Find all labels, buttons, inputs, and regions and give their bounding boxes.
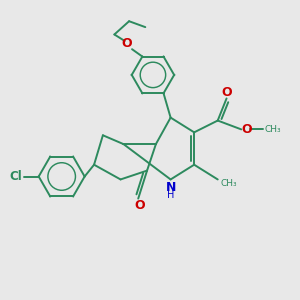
Text: CH₃: CH₃ bbox=[265, 125, 281, 134]
Text: O: O bbox=[134, 199, 145, 212]
Text: O: O bbox=[122, 38, 132, 50]
Text: H: H bbox=[167, 190, 174, 200]
Text: Cl: Cl bbox=[9, 170, 22, 183]
Text: CH₃: CH₃ bbox=[220, 179, 237, 188]
Text: N: N bbox=[165, 181, 176, 194]
Text: O: O bbox=[241, 123, 252, 136]
Text: O: O bbox=[221, 86, 232, 99]
